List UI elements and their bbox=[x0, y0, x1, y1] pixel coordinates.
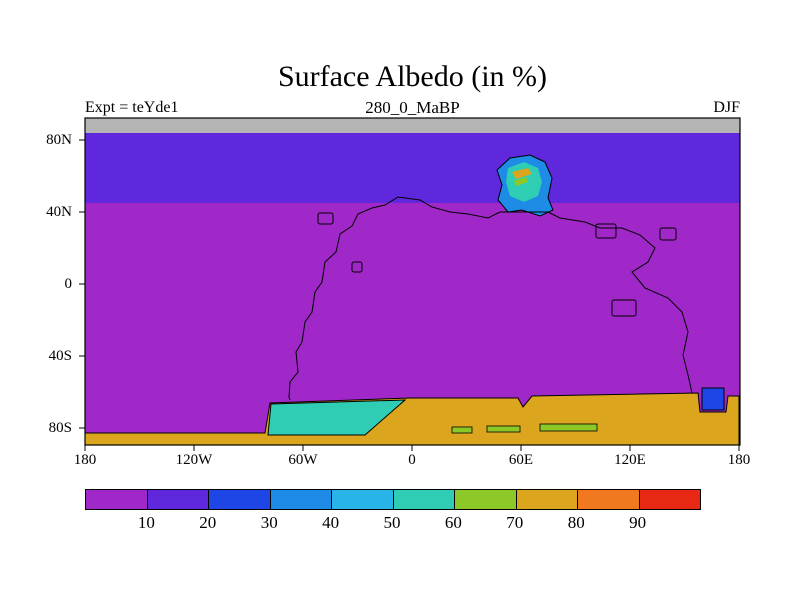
colorbar-cell bbox=[578, 490, 639, 509]
x-tick-label: 120E bbox=[614, 452, 646, 468]
x-tick-label: 120W bbox=[175, 452, 213, 468]
colorbar-label: 70 bbox=[506, 513, 524, 532]
northern-band-fill bbox=[85, 132, 740, 203]
antarctic-ice-fill bbox=[85, 392, 740, 445]
experiment-label: Expt = teYde1 bbox=[85, 99, 179, 116]
y-axis-labels: 80N 40N 0 40S 80S bbox=[0, 0, 78, 600]
polar-gray-band bbox=[85, 118, 740, 133]
colorbar-label: 10 bbox=[137, 513, 155, 532]
highland-yellow-spot bbox=[512, 168, 532, 179]
y-axis-ticks bbox=[79, 139, 85, 429]
colorbar-label: 30 bbox=[260, 513, 278, 532]
x-tick-label: 180 bbox=[727, 452, 751, 468]
colorbar-label: 80 bbox=[567, 513, 585, 532]
lake-outline-1 bbox=[351, 261, 363, 273]
x-axis-labels: 180 120W 60W 0 60E 120E 180 bbox=[0, 452, 800, 472]
chart-subtitle: 280_0_MaBP bbox=[365, 98, 460, 117]
y-tick-label: 40N bbox=[46, 204, 72, 220]
x-tick-label: 180 bbox=[73, 452, 97, 468]
coastline-pangea bbox=[288, 196, 693, 401]
x-tick-label: 60E bbox=[508, 452, 534, 468]
colorbar-cell bbox=[639, 490, 700, 509]
coastal-blue-patch bbox=[701, 387, 725, 411]
colorbar-cell bbox=[270, 490, 331, 509]
colorbar-cell bbox=[455, 490, 516, 509]
x-tick-label: 60W bbox=[288, 452, 318, 468]
island-outline-4 bbox=[659, 227, 677, 241]
island-outline-1 bbox=[317, 212, 334, 225]
colorbar-label: 20 bbox=[199, 513, 217, 532]
antarctic-strip-2 bbox=[486, 425, 521, 433]
colorbar-cell bbox=[147, 490, 208, 509]
colorbar-cell bbox=[393, 490, 454, 509]
x-tick-label: 0 bbox=[408, 452, 416, 468]
colorbar-label: 40 bbox=[322, 513, 340, 532]
y-tick-label: 40S bbox=[48, 348, 72, 364]
colorbar bbox=[85, 489, 701, 510]
chart-title: Surface Albedo (in %) bbox=[277, 60, 548, 93]
x-axis-ticks bbox=[84, 445, 740, 451]
colorbar-cell bbox=[332, 490, 393, 509]
colorbar-labels: 10 20 30 40 50 60 70 80 90 bbox=[85, 513, 701, 535]
antarctic-strip-3 bbox=[539, 423, 598, 432]
colorbar-label: 50 bbox=[383, 513, 401, 532]
colorbar-cell bbox=[86, 490, 147, 509]
island-outline-3 bbox=[611, 299, 637, 317]
y-tick-label: 80S bbox=[48, 420, 72, 436]
colorbar-label: 90 bbox=[629, 513, 647, 532]
highland-green-spot bbox=[514, 177, 528, 186]
season-label: DJF bbox=[713, 99, 740, 116]
y-tick-label: 80N bbox=[46, 132, 72, 148]
island-outline-2 bbox=[595, 223, 617, 239]
antarctic-strip-1 bbox=[451, 426, 473, 434]
colorbar-label: 60 bbox=[444, 513, 462, 532]
west-antarctic-patch bbox=[267, 399, 407, 436]
colorbar-cell bbox=[516, 490, 577, 509]
colorbar-cells bbox=[86, 490, 700, 509]
y-tick-label: 0 bbox=[64, 276, 73, 292]
colorbar-cell bbox=[209, 490, 270, 509]
